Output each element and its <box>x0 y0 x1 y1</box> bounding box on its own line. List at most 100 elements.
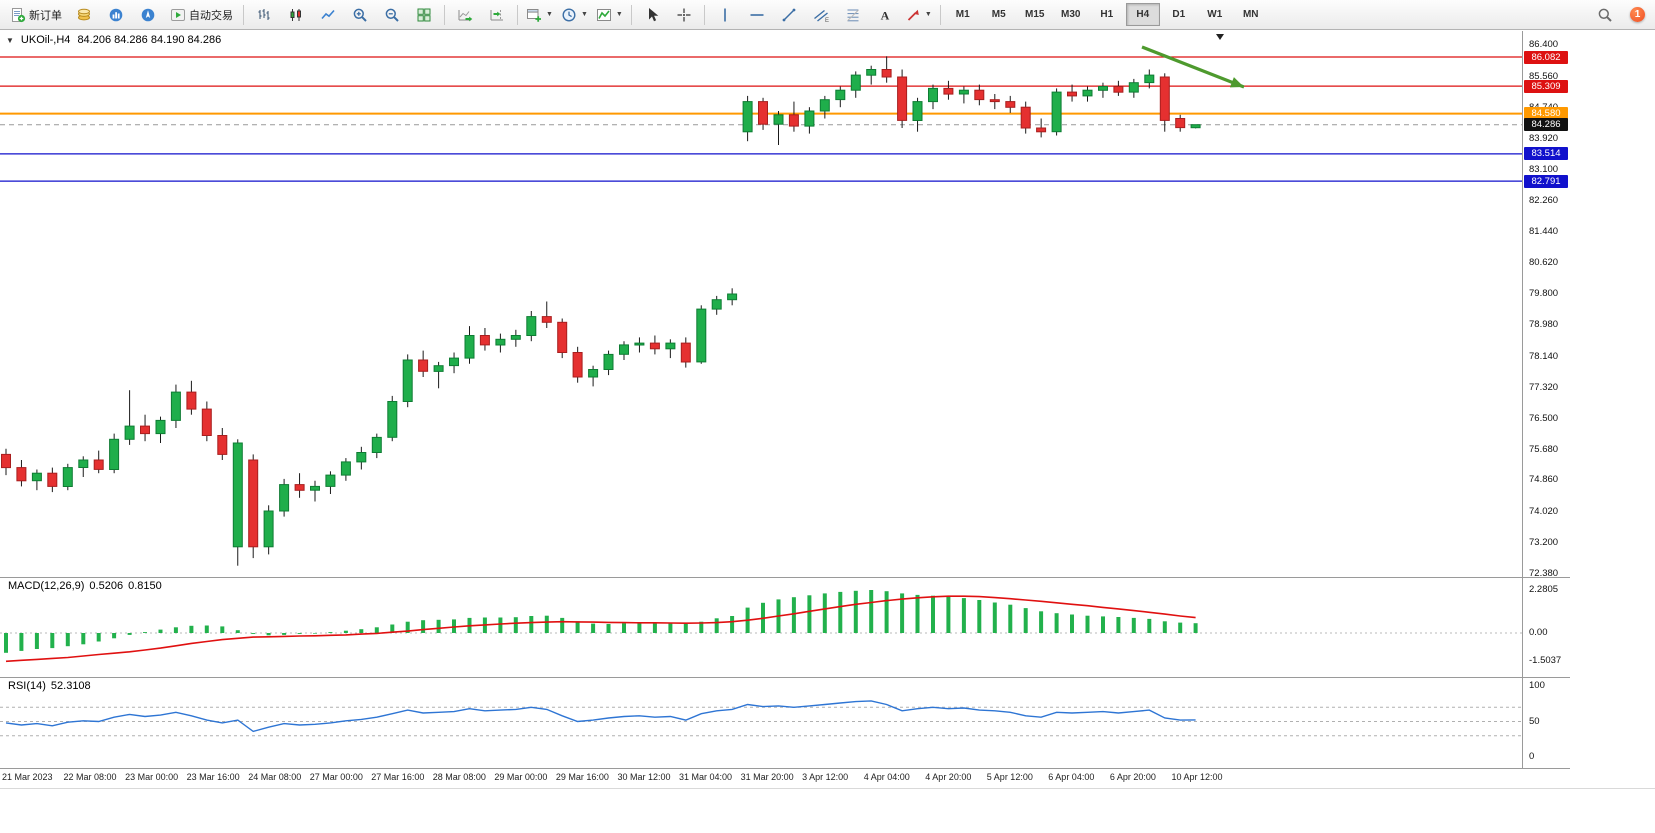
macd-histogram-bar <box>606 624 611 633</box>
timeframe-button-H4[interactable]: H4 <box>1125 3 1160 26</box>
vertical-line-button[interactable] <box>709 2 741 28</box>
arrows-tool-button[interactable]: ▼ <box>901 2 936 28</box>
axis-label: 86.400 <box>1529 39 1559 50</box>
axis-label: 79.800 <box>1529 288 1559 299</box>
time-axis-label: 28 Mar 08:00 <box>432 772 486 782</box>
candle-down <box>140 414 150 442</box>
axis-label: 74.860 <box>1529 474 1559 486</box>
axis-label: 78.140 <box>1529 350 1559 362</box>
autotrading-label: 自动交易 <box>189 9 233 22</box>
candle-up <box>155 416 166 443</box>
macd-panel-canvas[interactable] <box>0 578 1522 677</box>
macd-histogram-bar <box>4 633 8 653</box>
time-axis-label: 27 Mar 16:00 <box>371 772 425 782</box>
auto-scroll-button[interactable] <box>449 2 481 28</box>
candle-up <box>325 471 336 494</box>
timeframe-button-M5[interactable]: M5 <box>991 9 1006 20</box>
macd-histogram-bar <box>34 633 39 649</box>
macd-histogram-bar <box>1116 617 1121 633</box>
candle-up <box>1098 82 1108 98</box>
rsi-line <box>5 700 1196 733</box>
dropdown-caret-icon: ▼ <box>546 11 553 18</box>
candle-up <box>402 354 413 408</box>
new-order-button[interactable]: 新订单 <box>4 2 68 28</box>
indicators-icon <box>596 8 611 21</box>
macd-histogram-bar <box>668 623 673 633</box>
svg-text:E: E <box>825 18 829 23</box>
macd-histogram-bar <box>838 591 843 633</box>
navigator-button[interactable] <box>132 2 164 28</box>
trend-arrow-annotation[interactable] <box>1141 45 1245 89</box>
search-button[interactable] <box>1589 2 1621 28</box>
dropdown-caret-icon: ▼ <box>924 11 932 18</box>
horizontal-line-button[interactable] <box>741 2 773 28</box>
price-axis[interactable]: 86.40085.56084.74083.92083.10082.26081.4… <box>1522 31 1655 791</box>
profiles-button[interactable]: ▼ <box>557 2 592 28</box>
candle-up <box>109 433 120 474</box>
timeframe-button-M30[interactable]: M30 <box>1061 9 1081 20</box>
autotrading-button[interactable]: 自动交易 <box>164 2 239 28</box>
candle-down <box>1 448 11 476</box>
zoom-out-button[interactable] <box>376 2 408 28</box>
rsi-value: 52.3108 <box>50 680 91 692</box>
indicators-button[interactable]: ▼ <box>592 2 627 28</box>
main-chart-canvas[interactable] <box>0 31 1522 577</box>
axis-label: 50 <box>1529 715 1540 727</box>
line-chart-icon <box>321 9 335 19</box>
time-axis[interactable]: 21 Mar 2023 22 Mar 08:00 23 Mar 00:00 23 Ma… <box>0 770 1540 786</box>
candle-down <box>16 460 27 487</box>
crosshair-button[interactable] <box>668 2 700 28</box>
arrows-icon <box>907 9 919 21</box>
macd-histogram-bar <box>1162 621 1167 633</box>
line-chart-button[interactable] <box>312 2 344 28</box>
timeframe-button-D1[interactable]: D1 <box>1172 9 1186 20</box>
axis-label: 0 <box>1529 751 1535 762</box>
candle-down <box>897 69 908 128</box>
candle-down <box>1005 95 1016 113</box>
timeframe-button-M1[interactable]: M1 <box>955 9 970 20</box>
macd-histogram-bar <box>977 600 982 633</box>
equidistant-channel-button[interactable]: E <box>805 2 837 28</box>
chart-shift-marker[interactable] <box>1216 34 1224 40</box>
macd-histogram-bar <box>637 622 642 633</box>
chart-shift-button[interactable] <box>481 2 513 28</box>
time-axis-label: 6 Apr 20:00 <box>1109 772 1156 782</box>
candle-up <box>835 86 846 108</box>
timeframe-button-M15[interactable]: M15 <box>1025 9 1045 20</box>
market-watch-button[interactable] <box>68 2 100 28</box>
candle-up <box>78 456 89 477</box>
macd-histogram-bar <box>405 621 410 633</box>
one-click-trading-toggle[interactable]: ▼ <box>6 35 14 45</box>
panel-separator[interactable] <box>0 577 1570 578</box>
timeframe-button-W1[interactable]: W1 <box>1207 9 1223 20</box>
candlestick-chart-button[interactable] <box>280 2 312 28</box>
data-window-icon <box>109 8 123 21</box>
new-chart-button[interactable]: ▼ <box>522 2 557 28</box>
trendline-button[interactable] <box>773 2 805 28</box>
notification-badge[interactable]: 1 <box>1630 7 1645 22</box>
macd-histogram-bar <box>714 618 719 633</box>
text-tool-button[interactable]: A <box>869 2 901 28</box>
cursor-button[interactable] <box>636 2 668 28</box>
candle-down <box>788 101 799 132</box>
timeframe-button-MN[interactable]: MN <box>1242 9 1259 20</box>
axis-label: 0.00 <box>1529 627 1548 638</box>
timeframe-button-H1[interactable]: H1 <box>1100 9 1114 20</box>
time-axis-label: 29 Mar 00:00 <box>494 772 548 782</box>
candle-down <box>186 380 197 415</box>
rsi-panel-canvas[interactable] <box>0 678 1522 768</box>
zoom-in-button[interactable] <box>344 2 376 28</box>
macd-value-signal: 0.8150 <box>128 580 162 592</box>
macd-histogram-bar <box>1070 614 1074 633</box>
panel-separator[interactable] <box>0 677 1570 678</box>
axis-label: 81.440 <box>1529 226 1559 238</box>
fibonacci-button[interactable] <box>837 2 869 28</box>
time-axis-label: 6 Apr 04:00 <box>1048 772 1095 782</box>
data-window-button[interactable] <box>100 2 132 28</box>
macd-histogram-bar <box>1193 623 1198 633</box>
tile-windows-button[interactable] <box>408 2 440 28</box>
macd-signal-line <box>5 595 1196 663</box>
bar-chart-button[interactable] <box>248 2 280 28</box>
macd-histogram-bar <box>513 617 518 633</box>
macd-histogram-bar <box>19 633 24 651</box>
